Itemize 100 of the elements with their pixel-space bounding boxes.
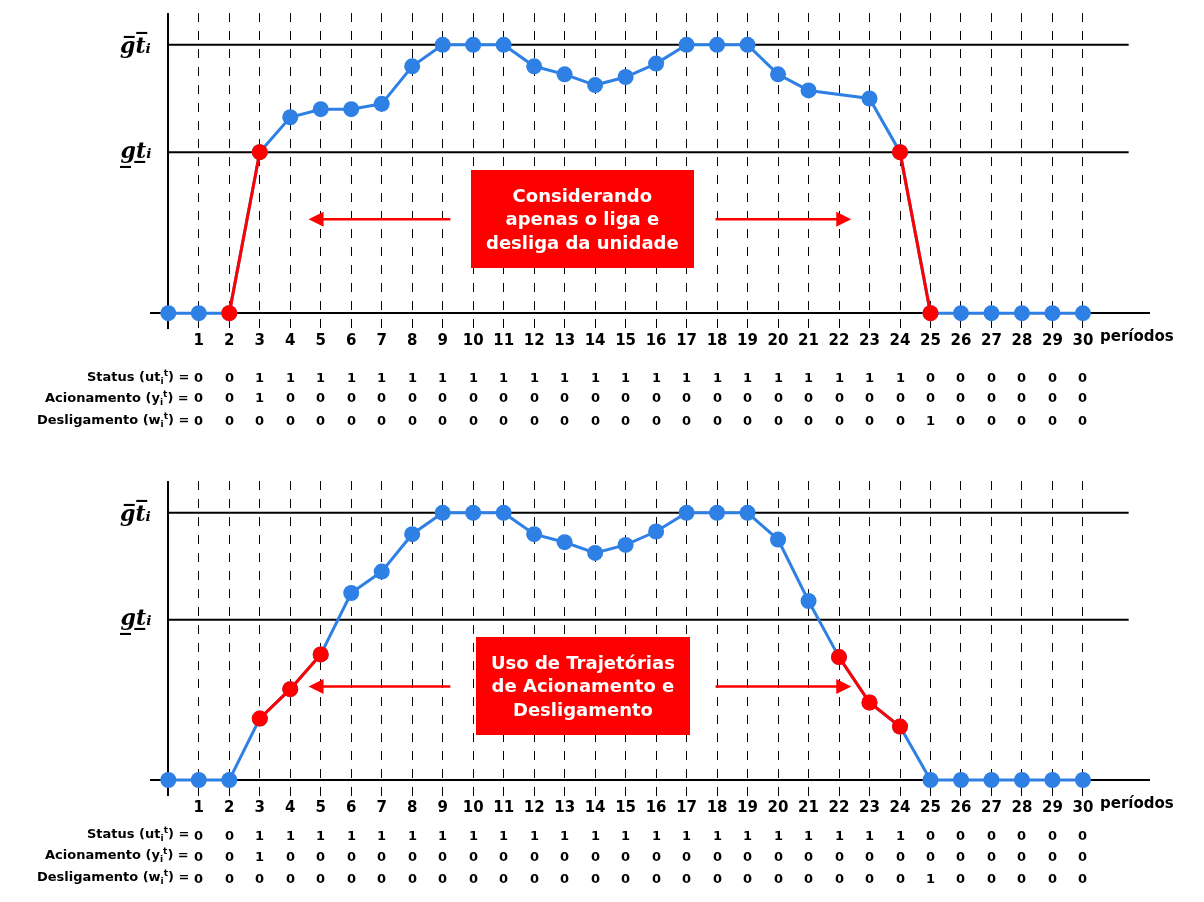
x-axis-title: períodos (1100, 794, 1174, 812)
x-tick-label: 3 (254, 798, 265, 817)
x-tick-label: 14 (584, 798, 606, 817)
point (526, 526, 543, 543)
x-tick-label: 17 (676, 798, 698, 817)
point (952, 771, 969, 788)
x-tick-label: 10 (462, 331, 484, 350)
point (373, 95, 390, 112)
x-tick-label: 13 (554, 331, 576, 350)
point (587, 77, 604, 94)
x-tick-label: 21 (798, 798, 819, 817)
x-tick-label: 1 (193, 798, 204, 817)
x-tick-label: 19 (737, 331, 758, 350)
point (770, 66, 787, 83)
x-tick-label: 4 (285, 331, 296, 350)
x-tick-label: 11 (493, 798, 515, 817)
point (739, 36, 756, 53)
ref-line-label: g̅t̅ᵢ (120, 31, 151, 59)
point (1074, 771, 1091, 788)
x-tick-label: 22 (828, 798, 850, 817)
x-tick-label: 6 (346, 331, 357, 350)
point (404, 526, 421, 543)
text: Status (ut$_{i}$$^{t}$) = 0 0 1 1 1 1 1 1 1 1 1 1 1 1 1 1 1 1 1 1 1 1 1 1 0 0 0 0 0 0 (87, 825, 1088, 844)
text: Desligamento (w$_{i}$$^{t}$) = 0 0 0 0 0 0 0 0 0 0 0 0 0 0 0 0 0 0 0 0 0 0 0 0 1 0 0 0 0 0 (37, 411, 1088, 430)
annotation: Uso de Trajetórias de Acionamento e Desligamento (491, 652, 675, 720)
point (1074, 305, 1091, 322)
point (861, 90, 878, 107)
point (556, 66, 573, 83)
x-tick-label: 6 (346, 798, 357, 817)
x-tick-label: 18 (706, 798, 728, 817)
point (709, 504, 726, 521)
point (282, 109, 299, 126)
point (678, 36, 695, 53)
x-tick-label: 12 (523, 798, 545, 817)
point (800, 592, 817, 609)
x-tick-label: 26 (950, 798, 972, 817)
ref-line-label: g̲t̲ᵢ (120, 604, 152, 635)
x-tick-label: 23 (859, 331, 880, 350)
point (495, 36, 512, 53)
point (1044, 771, 1061, 788)
x-tick-label: 8 (406, 798, 418, 817)
point (739, 504, 756, 521)
x-tick-label: 30 (1072, 331, 1094, 350)
point (800, 82, 817, 99)
point (983, 305, 1000, 322)
point (648, 55, 665, 72)
point (160, 771, 177, 788)
x-tick-label: 23 (859, 798, 880, 817)
point (1044, 305, 1061, 322)
point (343, 101, 360, 118)
x-tick-label: 1 (193, 331, 204, 350)
text: Status (ut$_{i}$$^{t}$) = 0 0 1 1 1 1 1 1 1 1 1 1 1 1 1 1 1 1 1 1 1 1 1 1 0 0 0 0 0 0 (87, 368, 1088, 387)
ref-line-label: g̲t̲ᵢ (120, 137, 152, 168)
point (648, 523, 665, 540)
point (709, 36, 726, 53)
x-tick-label: 18 (706, 331, 728, 350)
x-tick-label: 4 (285, 798, 296, 817)
x-tick-label: 5 (315, 798, 326, 817)
x-tick-label: 17 (676, 331, 698, 350)
x-tick-label: 27 (981, 331, 1002, 350)
x-tick-label: 25 (920, 331, 941, 350)
x-tick-label: 21 (798, 331, 819, 350)
point (312, 101, 329, 118)
x-tick-label: 5 (315, 331, 326, 350)
x-tick-label: 14 (584, 331, 606, 350)
point (1013, 771, 1030, 788)
x-tick-label: 2 (224, 798, 235, 817)
x-tick-label: 16 (645, 798, 667, 817)
x-tick-label: 9 (437, 798, 448, 817)
x-tick-label: 7 (376, 331, 387, 350)
point (221, 771, 238, 788)
point (617, 536, 634, 553)
point (343, 584, 360, 601)
point (373, 563, 390, 580)
point (617, 69, 634, 86)
x-tick-label: 20 (767, 331, 789, 350)
point (922, 771, 939, 788)
x-axis-title: períodos (1100, 327, 1174, 345)
point (190, 305, 207, 322)
point (556, 534, 573, 551)
x-tick-label: 30 (1072, 798, 1094, 817)
x-tick-label: 9 (437, 331, 448, 350)
x-tick-label: 2 (224, 331, 235, 350)
x-tick-label: 3 (254, 331, 265, 350)
x-tick-label: 27 (981, 798, 1002, 817)
point (434, 36, 451, 53)
annotation: Considerando apenas o liga e desliga da unidade (486, 185, 679, 253)
x-tick-label: 28 (1011, 331, 1033, 350)
point (587, 544, 604, 561)
x-tick-label: 20 (767, 798, 789, 817)
text: Desligamento (w$_{i}$$^{t}$) = 0 0 0 0 0 0 0 0 0 0 0 0 0 0 0 0 0 0 0 0 0 0 0 0 1 0 0 0 0 0 (37, 868, 1088, 887)
x-tick-label: 24 (889, 798, 911, 817)
x-tick-label: 19 (737, 798, 758, 817)
point (770, 531, 787, 548)
x-tick-label: 8 (406, 331, 418, 350)
x-tick-label: 11 (493, 331, 515, 350)
point (983, 771, 1000, 788)
text: Acionamento (y$_{i}$$^{t}$) = 0 0 1 0 0 0 0 0 0 0 0 0 0 0 0 0 0 0 0 0 0 0 0 0 0 0 0 0 0 0 (45, 389, 1088, 408)
x-tick-label: 13 (554, 798, 576, 817)
x-tick-label: 24 (889, 331, 911, 350)
